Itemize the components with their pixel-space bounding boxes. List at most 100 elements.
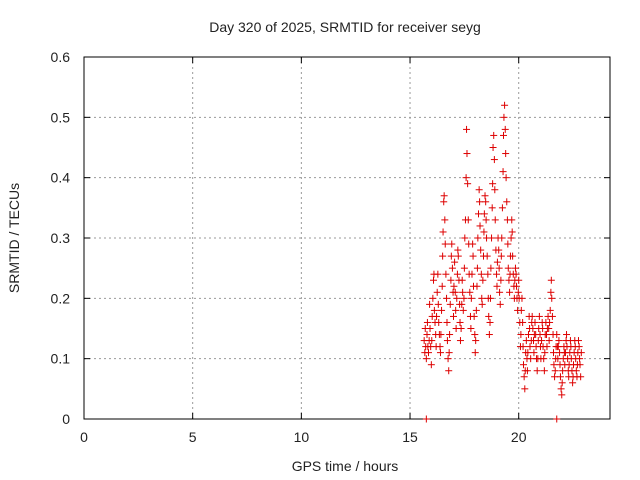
y-tick-label: 0.5 <box>51 109 71 125</box>
data-point <box>543 331 551 339</box>
data-point <box>548 312 556 320</box>
data-point <box>440 198 448 206</box>
data-point <box>540 367 548 375</box>
data-point <box>533 367 541 375</box>
data-point <box>505 276 513 284</box>
data-point <box>500 113 508 121</box>
data-point <box>439 228 447 236</box>
data-point <box>458 276 466 284</box>
data-point <box>490 156 498 164</box>
data-point <box>549 349 557 357</box>
data-point <box>438 282 446 290</box>
data-point <box>518 294 526 302</box>
data-point <box>461 234 469 242</box>
x-tick-label: 5 <box>189 429 197 445</box>
data-point <box>433 312 441 320</box>
data-point <box>457 325 465 332</box>
data-point <box>430 276 438 284</box>
y-tick-label: 0.1 <box>51 351 71 367</box>
data-point <box>478 294 486 302</box>
grid-lines <box>84 57 610 419</box>
data-point <box>446 331 454 339</box>
data-point <box>464 180 472 188</box>
data-point <box>441 240 449 248</box>
data-point <box>558 391 566 399</box>
data-point <box>524 331 532 339</box>
data-point <box>553 415 561 423</box>
data-point <box>504 264 512 272</box>
data-point <box>460 264 468 272</box>
data-point <box>439 252 447 260</box>
data-point <box>475 210 482 218</box>
data-point <box>453 270 461 278</box>
data-point <box>467 294 475 302</box>
data-point <box>520 373 528 381</box>
data-point <box>483 252 491 260</box>
y-axis-label: SRMTID / TECUs <box>6 183 22 293</box>
data-point <box>563 331 571 339</box>
data-point <box>493 258 501 266</box>
data-point <box>437 331 445 339</box>
data-point <box>433 288 441 296</box>
data-point <box>444 355 452 363</box>
data-point <box>460 294 468 302</box>
data-point <box>558 379 566 387</box>
data-point <box>545 325 553 332</box>
data-point <box>423 331 431 339</box>
data-point <box>473 264 481 272</box>
data-point <box>551 367 559 375</box>
y-tick-label: 0.4 <box>51 170 71 186</box>
data-point <box>491 216 499 224</box>
data-point <box>481 192 489 200</box>
data-point <box>526 343 534 351</box>
data-point <box>503 198 511 206</box>
data-point <box>423 318 431 326</box>
data-point <box>456 337 464 345</box>
data-point <box>459 288 467 296</box>
data-point <box>499 168 507 176</box>
data-point <box>504 240 512 248</box>
data-point <box>512 270 520 278</box>
data-point <box>509 252 517 260</box>
data-point <box>515 276 523 284</box>
plot-frame <box>83 56 611 420</box>
data-point <box>488 234 496 242</box>
data-point <box>485 312 493 320</box>
data-point <box>445 367 453 375</box>
y-tick-label: 0 <box>62 411 70 427</box>
data-point <box>545 337 553 345</box>
data-point <box>451 288 459 296</box>
data-point <box>466 288 474 296</box>
data-point <box>477 270 485 278</box>
data-point <box>576 355 584 363</box>
data-point <box>441 216 449 224</box>
data-point <box>487 264 495 272</box>
data-point <box>495 264 503 272</box>
data-point <box>469 240 477 248</box>
data-point <box>458 300 466 308</box>
data-point <box>547 288 555 296</box>
data-point <box>435 318 443 326</box>
data-point <box>511 264 519 272</box>
data-point <box>464 216 472 224</box>
x-axis-label: GPS time / hours <box>292 458 399 474</box>
data-point <box>478 300 486 308</box>
data-point <box>489 180 497 188</box>
data-point <box>443 337 451 345</box>
data-point <box>493 270 501 278</box>
data-point <box>495 246 503 254</box>
data-point <box>499 131 507 139</box>
data-point <box>524 349 532 357</box>
data-point <box>569 379 577 387</box>
data-point <box>430 306 438 314</box>
data-point <box>527 355 535 363</box>
data-point <box>479 276 487 284</box>
data-point <box>508 216 516 224</box>
data-point <box>519 361 527 369</box>
y-tick-label: 0.6 <box>51 49 71 65</box>
data-point <box>546 318 554 326</box>
data-point <box>574 337 582 345</box>
data-point <box>448 264 456 272</box>
data-point <box>440 192 448 200</box>
